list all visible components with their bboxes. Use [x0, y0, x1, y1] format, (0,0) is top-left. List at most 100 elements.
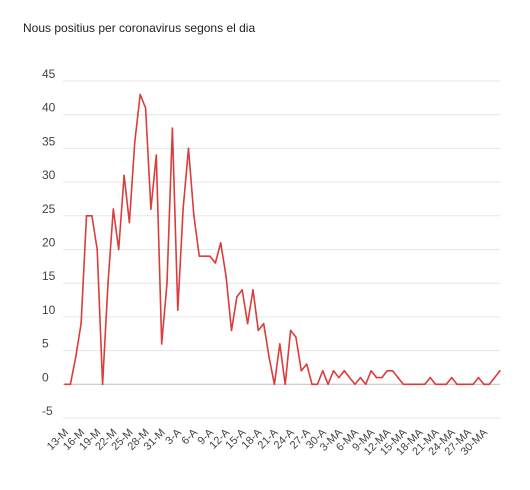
data-point [354, 383, 356, 386]
data-point [483, 383, 485, 386]
data-point [112, 208, 115, 210]
data-point [391, 370, 394, 372]
chart-title: Nous positius per coronavirus segons el … [23, 21, 256, 35]
data-point [397, 376, 399, 379]
y-tick-label: 5 [42, 337, 49, 351]
data-point [91, 215, 93, 217]
data-point [386, 370, 389, 372]
data-point [295, 336, 297, 338]
data-point [289, 329, 292, 332]
data-point [214, 262, 217, 264]
data-point [440, 383, 442, 386]
y-tick-label: 45 [42, 67, 56, 81]
data-point [209, 255, 211, 257]
data-point [424, 383, 426, 386]
data-point [182, 208, 184, 210]
data-point [64, 383, 66, 386]
data-point [236, 295, 238, 298]
data-point [139, 93, 141, 96]
data-point [69, 383, 72, 386]
data-point [359, 376, 362, 379]
data-point [160, 343, 163, 345]
data-point [134, 140, 136, 143]
data-point [74, 356, 77, 359]
data-point [407, 383, 410, 386]
data-point [193, 215, 195, 217]
data-point [456, 383, 458, 386]
data-point [273, 383, 276, 386]
data-point [144, 107, 147, 109]
data-point [343, 370, 346, 372]
data-point [413, 383, 415, 386]
data-point [171, 127, 174, 129]
gridlines [63, 80, 500, 419]
data-point [327, 383, 329, 386]
y-tick-label: 25 [42, 202, 56, 216]
series-layer [64, 93, 501, 386]
data-point [96, 248, 98, 251]
data-point [370, 370, 372, 372]
y-tick-label: 40 [42, 101, 56, 115]
data-point [150, 208, 152, 210]
data-point [488, 383, 491, 386]
data-point [284, 383, 287, 386]
data-point [450, 376, 453, 379]
data-point [279, 343, 281, 345]
data-point [472, 383, 474, 386]
y-axis-ticks: 45 40 35 30 25 20 15 10 5 0 -5 [42, 67, 56, 418]
data-point [187, 147, 190, 150]
data-point [117, 248, 120, 251]
data-point [230, 329, 233, 332]
data-point [80, 322, 82, 325]
y-tick-label: 0 [42, 370, 49, 384]
data-point [429, 376, 432, 379]
data-point [499, 370, 501, 372]
y-tick-label: 30 [42, 168, 56, 182]
data-point [364, 383, 367, 386]
x-axis-ticks: 13-M16-M19-M22-M25-M28-M31-M3-A6-A9-A12-… [45, 426, 491, 458]
data-point [477, 376, 480, 379]
data-point [268, 356, 270, 359]
y-tick-label: 20 [42, 236, 56, 250]
y-tick-label: -5 [42, 404, 53, 418]
y-tick-label: 15 [42, 269, 56, 283]
data-point [311, 383, 313, 386]
data-point [305, 363, 308, 365]
data-point [101, 383, 104, 386]
data-point [467, 383, 469, 386]
data-point [262, 322, 265, 325]
data-point [316, 383, 319, 386]
data-point [241, 289, 243, 291]
data-point [434, 383, 437, 386]
y-tick-label: 10 [42, 303, 56, 317]
data-point [123, 174, 125, 177]
data-point [198, 255, 201, 257]
data-point [338, 376, 340, 379]
data-point [85, 215, 88, 217]
data-point [381, 376, 383, 379]
data-point [252, 289, 254, 291]
data-point [461, 383, 464, 386]
data-point [348, 376, 351, 379]
data-point [225, 275, 227, 278]
data-point [128, 221, 131, 224]
data-point [155, 154, 158, 156]
data-point [332, 370, 335, 372]
data-point [177, 309, 179, 312]
data-point [203, 255, 206, 257]
data-point [418, 383, 421, 386]
y-tick-label: 35 [42, 134, 56, 148]
data-point [257, 329, 260, 332]
data-point [375, 376, 378, 379]
data-point [107, 282, 109, 285]
data-point [445, 383, 448, 386]
data-point [166, 282, 168, 285]
data-point [246, 322, 249, 325]
data-point [322, 370, 324, 372]
series-line [65, 93, 501, 386]
data-point [219, 242, 222, 244]
data-point [493, 376, 496, 379]
data-point [402, 383, 405, 386]
data-point [300, 370, 303, 372]
